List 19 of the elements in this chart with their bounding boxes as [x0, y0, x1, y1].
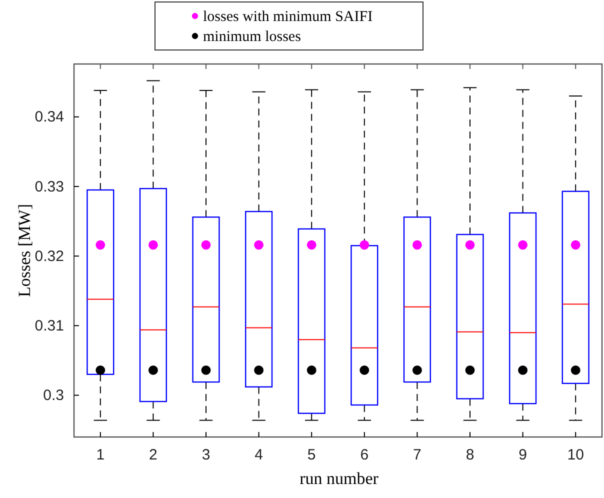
x-tick-label: 9 [518, 446, 527, 464]
legend-label: losses with minimum SAIFI [203, 9, 373, 25]
x-axis-title: run number [300, 469, 379, 488]
x-tick-label: 2 [149, 446, 158, 464]
x-tick-label: 7 [413, 446, 422, 464]
y-tick-label: 0.31 [34, 317, 64, 334]
y-tick-label: 0.32 [34, 248, 64, 265]
x-tick-label: 4 [254, 446, 263, 464]
x-tick-label: 10 [567, 446, 584, 464]
y-tick-label: 0.34 [34, 108, 64, 126]
x-tick-label: 6 [360, 446, 369, 464]
x-tick-label: 3 [202, 446, 210, 464]
y-axis-title: Losses [MW] [15, 204, 34, 298]
x-tick-label: 8 [466, 446, 474, 464]
x-tick-label: 1 [96, 446, 105, 464]
y-tick-label: 0.3 [43, 387, 64, 404]
legend-label: minimum losses [203, 29, 302, 45]
x-tick-label: 5 [307, 446, 316, 464]
y-tick-label: 0.33 [34, 178, 64, 196]
